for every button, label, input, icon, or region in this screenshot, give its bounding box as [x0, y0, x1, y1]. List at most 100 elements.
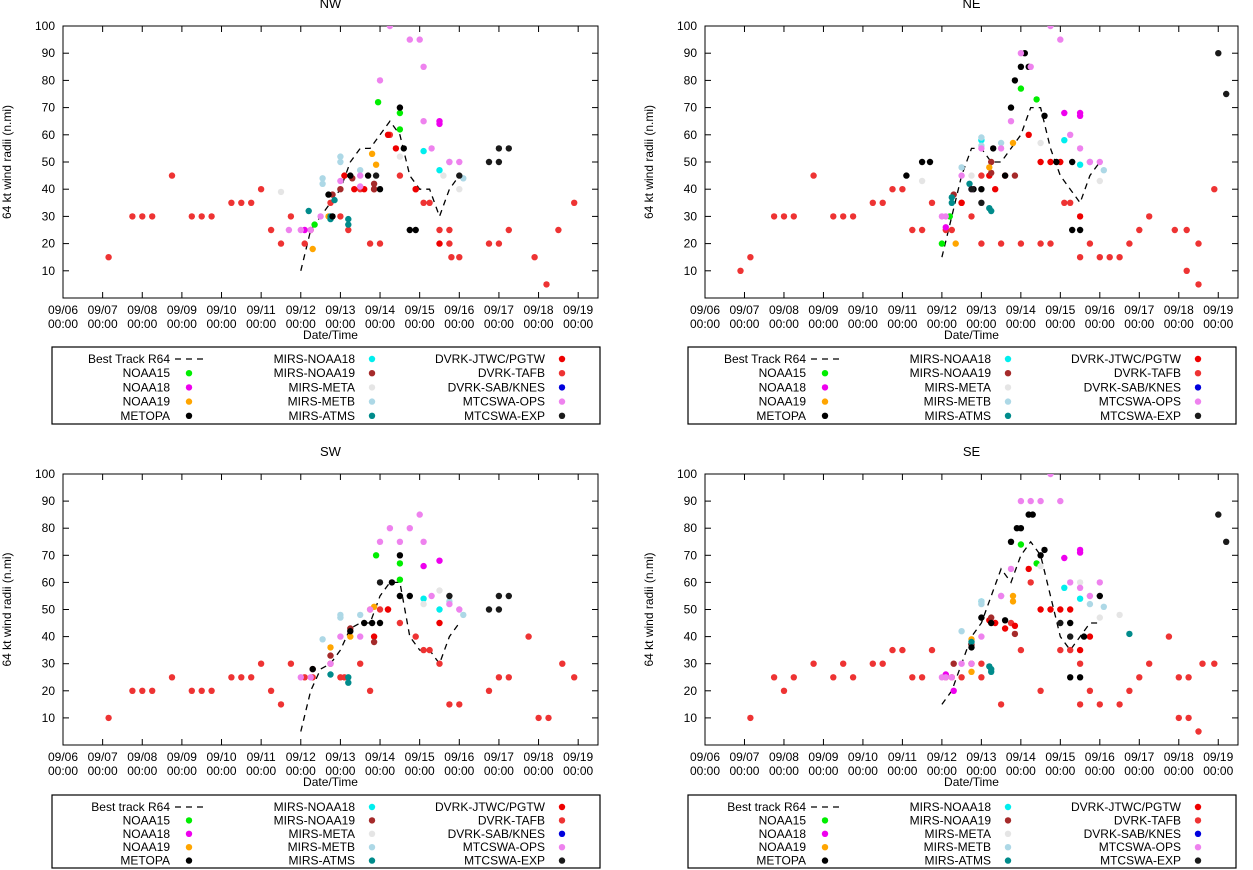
point-noaa18 [1076, 109, 1084, 117]
point-tafb [446, 701, 453, 708]
point-mn18 [1061, 137, 1068, 144]
point-tafb [978, 674, 985, 681]
point-mmeta [440, 172, 447, 179]
legend-label: MTCSWA-EXP [464, 409, 545, 423]
point-mn19 [1011, 172, 1019, 179]
y-tick-label: 10 [684, 264, 698, 278]
point-jtwc [412, 186, 419, 193]
point-tafb [485, 687, 493, 694]
x-tick-time: 00:00 [405, 317, 435, 331]
y-tick-label: 10 [684, 711, 698, 725]
legend-label: METOPA [120, 409, 170, 423]
x-tick-time: 00:00 [444, 317, 474, 331]
point-ops [997, 592, 1005, 600]
point-metopa [1080, 633, 1088, 640]
point-tafb [928, 199, 936, 206]
point-mmetb [460, 611, 467, 619]
point-tafb [1076, 254, 1084, 261]
x-tick-date: 09/18 [1164, 303, 1194, 317]
point-mmeta [968, 172, 975, 179]
legend-symbol-matms [368, 857, 376, 864]
point-exp [1223, 90, 1230, 98]
point-mmetb [978, 134, 985, 141]
x-tick-time: 00:00 [286, 764, 316, 778]
point-ops [416, 511, 423, 518]
x-tick-date: 09/14 [1006, 303, 1036, 317]
x-tick-date: 09/15 [1045, 750, 1075, 764]
legend-symbol-noaa15 [821, 817, 829, 824]
point-mmetb [357, 167, 364, 174]
point-tafb [396, 619, 404, 627]
point-metopa [1017, 525, 1025, 532]
point-metopa [1001, 617, 1009, 624]
point-mn19 [370, 186, 378, 193]
legend-symbol-sab [558, 830, 566, 837]
point-tafb [889, 646, 896, 654]
legend-label: MIRS-ATMS [289, 409, 355, 423]
point-metopa [1067, 619, 1074, 627]
x-tick-date: 09/07 [88, 303, 118, 317]
point-metopa [926, 158, 934, 166]
legend-label: MIRS-METB [288, 840, 355, 854]
x-tick-date: 09/16 [1085, 750, 1115, 764]
legend-symbol-exp [1194, 857, 1202, 864]
point-noaa15 [938, 240, 946, 247]
point-ops [968, 660, 975, 667]
point-noaa19 [1009, 592, 1017, 600]
x-tick-time: 00:00 [808, 317, 838, 331]
point-mn18 [420, 595, 427, 602]
legend-label: NOAA18 [123, 827, 171, 841]
x-tick-date: 09/12 [927, 303, 957, 317]
x-tick-time: 00:00 [1085, 764, 1115, 778]
point-tafb [978, 660, 985, 667]
point-noaa18 [942, 224, 949, 231]
x-tick-time: 00:00 [88, 317, 118, 331]
point-tafb [531, 254, 538, 261]
y-axis-title: 64 kt wind radii (n.mi) [0, 105, 14, 219]
legend-symbol-mn19 [1004, 817, 1012, 824]
point-metopa [1037, 552, 1044, 559]
point-metopa [1053, 158, 1060, 166]
point-mmetb [319, 175, 326, 182]
point-mmetb [958, 628, 965, 635]
point-exp [495, 158, 503, 166]
panel-title: NW [320, 0, 342, 11]
legend-label: METOPA [120, 854, 170, 868]
legend-label: DVRK-JTWC/PGTW [1071, 800, 1182, 814]
y-tick-label: 20 [42, 684, 56, 698]
legend-symbol-metopa [185, 412, 193, 419]
point-tafb [376, 606, 384, 613]
legend-symbol-jtwc [558, 355, 566, 363]
point-metopa [990, 145, 997, 152]
best-track-line [300, 581, 460, 732]
point-matms [345, 221, 352, 228]
point-tafb [899, 186, 906, 193]
legend-symbol-mmeta [1004, 830, 1012, 837]
point-exp [372, 172, 380, 179]
point-mmetb [958, 164, 965, 171]
point-ops [958, 172, 965, 179]
point-tafb [228, 199, 235, 206]
legend-label: MIRS-ATMS [925, 409, 991, 423]
legend-symbol-noaa18 [185, 830, 193, 837]
point-ops [942, 674, 949, 681]
x-tick-date: 09/13 [966, 303, 996, 317]
legend-symbol-matms [368, 412, 376, 419]
point-tafb [1086, 240, 1094, 247]
point-tafb [1211, 660, 1218, 667]
x-tick-date: 09/06 [690, 750, 720, 764]
point-ops [1017, 497, 1025, 505]
point-jtwc [1037, 606, 1044, 613]
y-tick-label: 90 [684, 46, 698, 60]
point-tafb [1017, 240, 1025, 247]
x-tick-date: 09/11 [888, 750, 917, 764]
legend-label: DVRK-SAB/KNES [1084, 827, 1181, 841]
data-layer [105, 26, 578, 288]
legend-label: MIRS-META [925, 827, 991, 841]
point-tafb [208, 687, 215, 694]
legend-symbol-sab [1194, 830, 1202, 837]
x-tick-time: 00:00 [729, 317, 759, 331]
point-metopa [1001, 172, 1009, 179]
point-tafb [869, 660, 876, 667]
x-tick-date: 09/08 [127, 303, 157, 317]
